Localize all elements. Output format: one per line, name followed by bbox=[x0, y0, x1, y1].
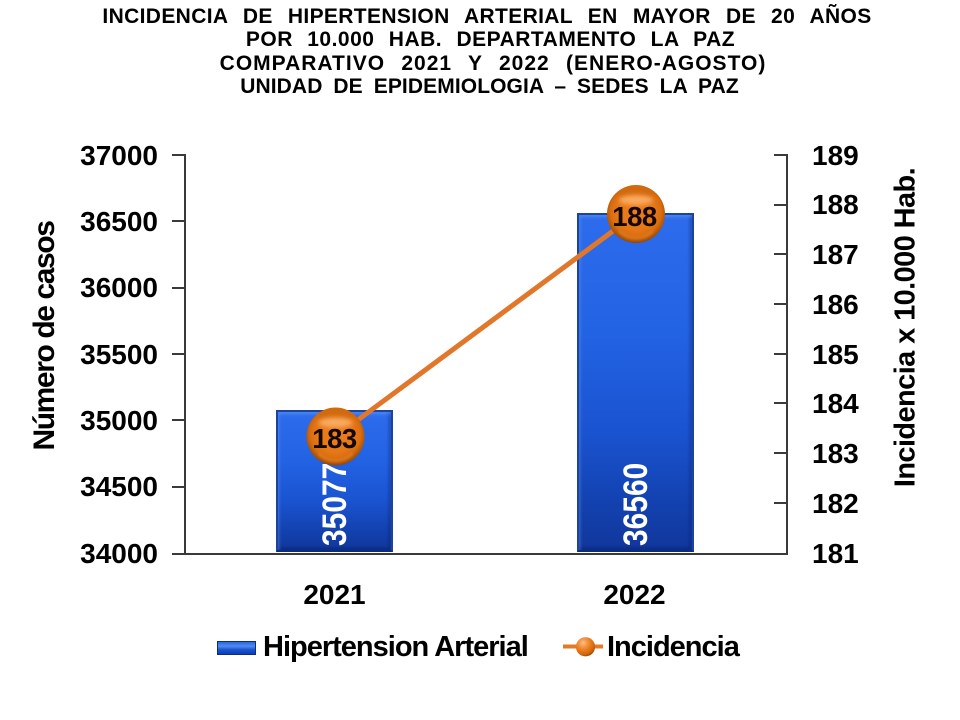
svg-text:188: 188 bbox=[612, 201, 657, 232]
svg-text:183: 183 bbox=[312, 423, 357, 454]
